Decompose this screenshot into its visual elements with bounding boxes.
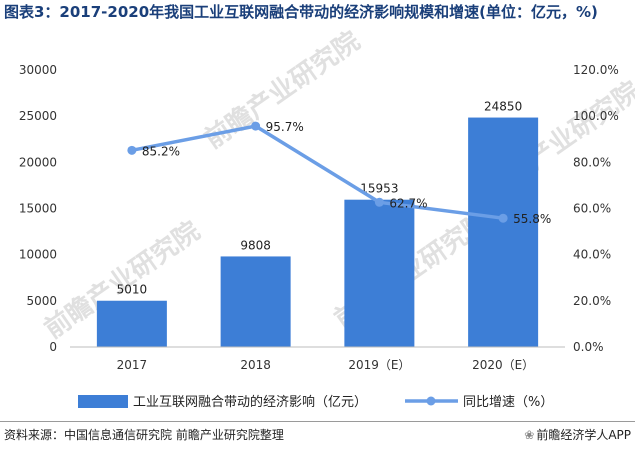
chart-title: 图表3：2017-2020年我国工业互联网融合带动的经济影响规模和增速(单位：亿…: [4, 3, 598, 21]
y-right-tick-label: 60.0%: [573, 202, 611, 216]
brand-credit: ❀ 前瞻经济学人APP: [524, 426, 631, 443]
y-left-tick-label: 15000: [19, 202, 57, 216]
y-right-tick-label: 0.0%: [573, 340, 604, 354]
y-right-tick-label: 20.0%: [573, 294, 611, 308]
legend-bar-swatch: [78, 395, 128, 408]
legend-line-marker: [426, 396, 436, 406]
x-tick-label: 2019（E）: [348, 358, 410, 372]
y-left-tick-label: 30000: [19, 63, 57, 77]
bar: [344, 199, 415, 347]
x-tick-label: 2017: [117, 358, 148, 372]
growth-point: [127, 145, 137, 155]
growth-value-label: 85.2%: [142, 144, 180, 158]
growth-value-label: 62.7%: [389, 196, 427, 210]
y-left-tick-label: 25000: [19, 109, 57, 123]
paw-icon: ❀: [524, 428, 535, 442]
bar-value-label: 24850: [484, 100, 522, 114]
growth-point: [498, 213, 508, 223]
y-left-tick-label: 20000: [19, 155, 57, 169]
bar: [96, 300, 167, 347]
bar-value-label: 5010: [117, 283, 148, 297]
legend-line-label: 同比增速（%）: [463, 395, 553, 410]
growth-line: [131, 124, 504, 220]
y-right-tick-label: 120.0%: [573, 63, 619, 77]
growth-point: [251, 121, 261, 131]
legend-bar-label: 工业互联网融合带动的经济影响（亿元）: [133, 394, 367, 410]
y-right-tick-label: 80.0%: [573, 155, 611, 169]
y-right-tick-label: 40.0%: [573, 248, 611, 262]
brand-label: 前瞻经济学人APP: [536, 428, 631, 442]
growth-value-label: 55.8%: [513, 212, 551, 226]
y-right-tick-label: 100.0%: [573, 109, 619, 123]
y-left-tick-label: 5000: [26, 294, 57, 308]
growth-value-label: 95.7%: [266, 120, 304, 134]
y-left-tick-label: 10000: [19, 248, 57, 262]
bar: [468, 117, 539, 347]
growth-point: [374, 197, 384, 207]
x-tick-label: 2020（E）: [472, 358, 534, 372]
x-tick-label: 2018: [240, 358, 271, 372]
y-left-tick-label: 0: [49, 340, 57, 354]
footer-divider: [0, 421, 635, 422]
bar-value-label: 15953: [360, 182, 398, 196]
source-note: 资料来源：中国信息通信研究院 前瞻产业研究院整理: [4, 428, 284, 442]
bar-value-label: 9808: [240, 238, 271, 252]
bar: [220, 256, 291, 347]
